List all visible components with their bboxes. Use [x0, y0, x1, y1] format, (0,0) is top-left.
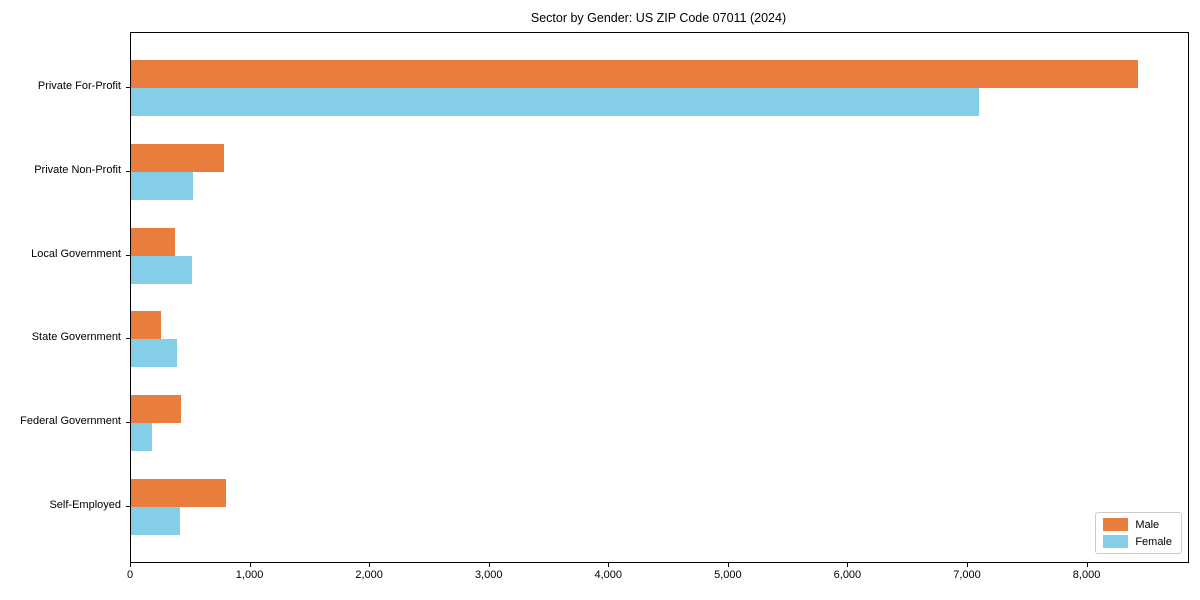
ytick-label-private-for-profit: Private For-Profit [37, 80, 121, 92]
bar-male-local-government [131, 227, 176, 256]
bar-male-federal-government [131, 395, 182, 424]
xtick-mark [1086, 563, 1088, 567]
xtick-mark [727, 563, 729, 567]
xtick-mark [966, 563, 968, 567]
bar-male-state-government [131, 311, 161, 340]
legend-item-female: Female [1103, 535, 1172, 548]
male-series-swatch [1103, 518, 1129, 531]
ytick-mark [126, 254, 130, 256]
ytick-label-federal-government: Federal Government [20, 415, 121, 428]
xtick-label-0: 0 [126, 569, 134, 581]
xtick-label-8-000: 8,000 [1072, 569, 1101, 581]
ytick-mark [126, 87, 130, 88]
chart-title: Sector by Gender: US ZIP Code 07011 (202… [530, 11, 787, 25]
xtick-mark [130, 563, 131, 567]
ytick-mark [126, 422, 130, 424]
female-series-swatch [1103, 535, 1129, 548]
xtick-label-2-000: 2,000 [355, 569, 383, 581]
plot-area: Male Female [130, 32, 1189, 563]
xtick-mark [847, 563, 849, 567]
bar-female-state-government [131, 339, 178, 368]
ytick-mark [126, 338, 130, 340]
legend-item-male: Male [1103, 518, 1172, 531]
bar-male-private-non-profit [131, 143, 225, 172]
bar-male-self-employed [131, 479, 227, 507]
ytick-label-self-employed: Self-Employed [49, 499, 121, 511]
bar-female-private-non-profit [131, 171, 194, 200]
xtick-label-4-000: 4,000 [594, 569, 623, 581]
bar-female-federal-government [131, 423, 152, 452]
bar-female-local-government [131, 255, 192, 284]
xtick-label-1-000: 1,000 [235, 569, 264, 581]
ytick-label-local-government: Local Government [31, 247, 121, 260]
ytick-label-state-government: State Government [31, 331, 121, 344]
bar-female-private-for-profit [131, 88, 979, 116]
ytick-mark [126, 506, 130, 507]
xtick-label-7-000: 7,000 [953, 569, 981, 581]
ytick-label-private-non-profit: Private Non-Profit [34, 163, 121, 176]
xtick-label-6-000: 6,000 [833, 569, 862, 581]
legend-label-male: Male [1135, 518, 1160, 531]
xtick-mark [369, 563, 371, 567]
bar-female-self-employed [131, 507, 181, 535]
ytick-mark [126, 170, 130, 172]
legend-label-female: Female [1135, 535, 1172, 548]
xtick-mark [488, 563, 490, 567]
xtick-mark [608, 563, 610, 567]
bar-male-private-for-profit [131, 60, 1138, 88]
xtick-label-5-000: 5,000 [714, 569, 742, 581]
xtick-label-3-000: 3,000 [474, 569, 503, 581]
legend: Male Female [1095, 512, 1182, 554]
xtick-mark [249, 563, 251, 567]
